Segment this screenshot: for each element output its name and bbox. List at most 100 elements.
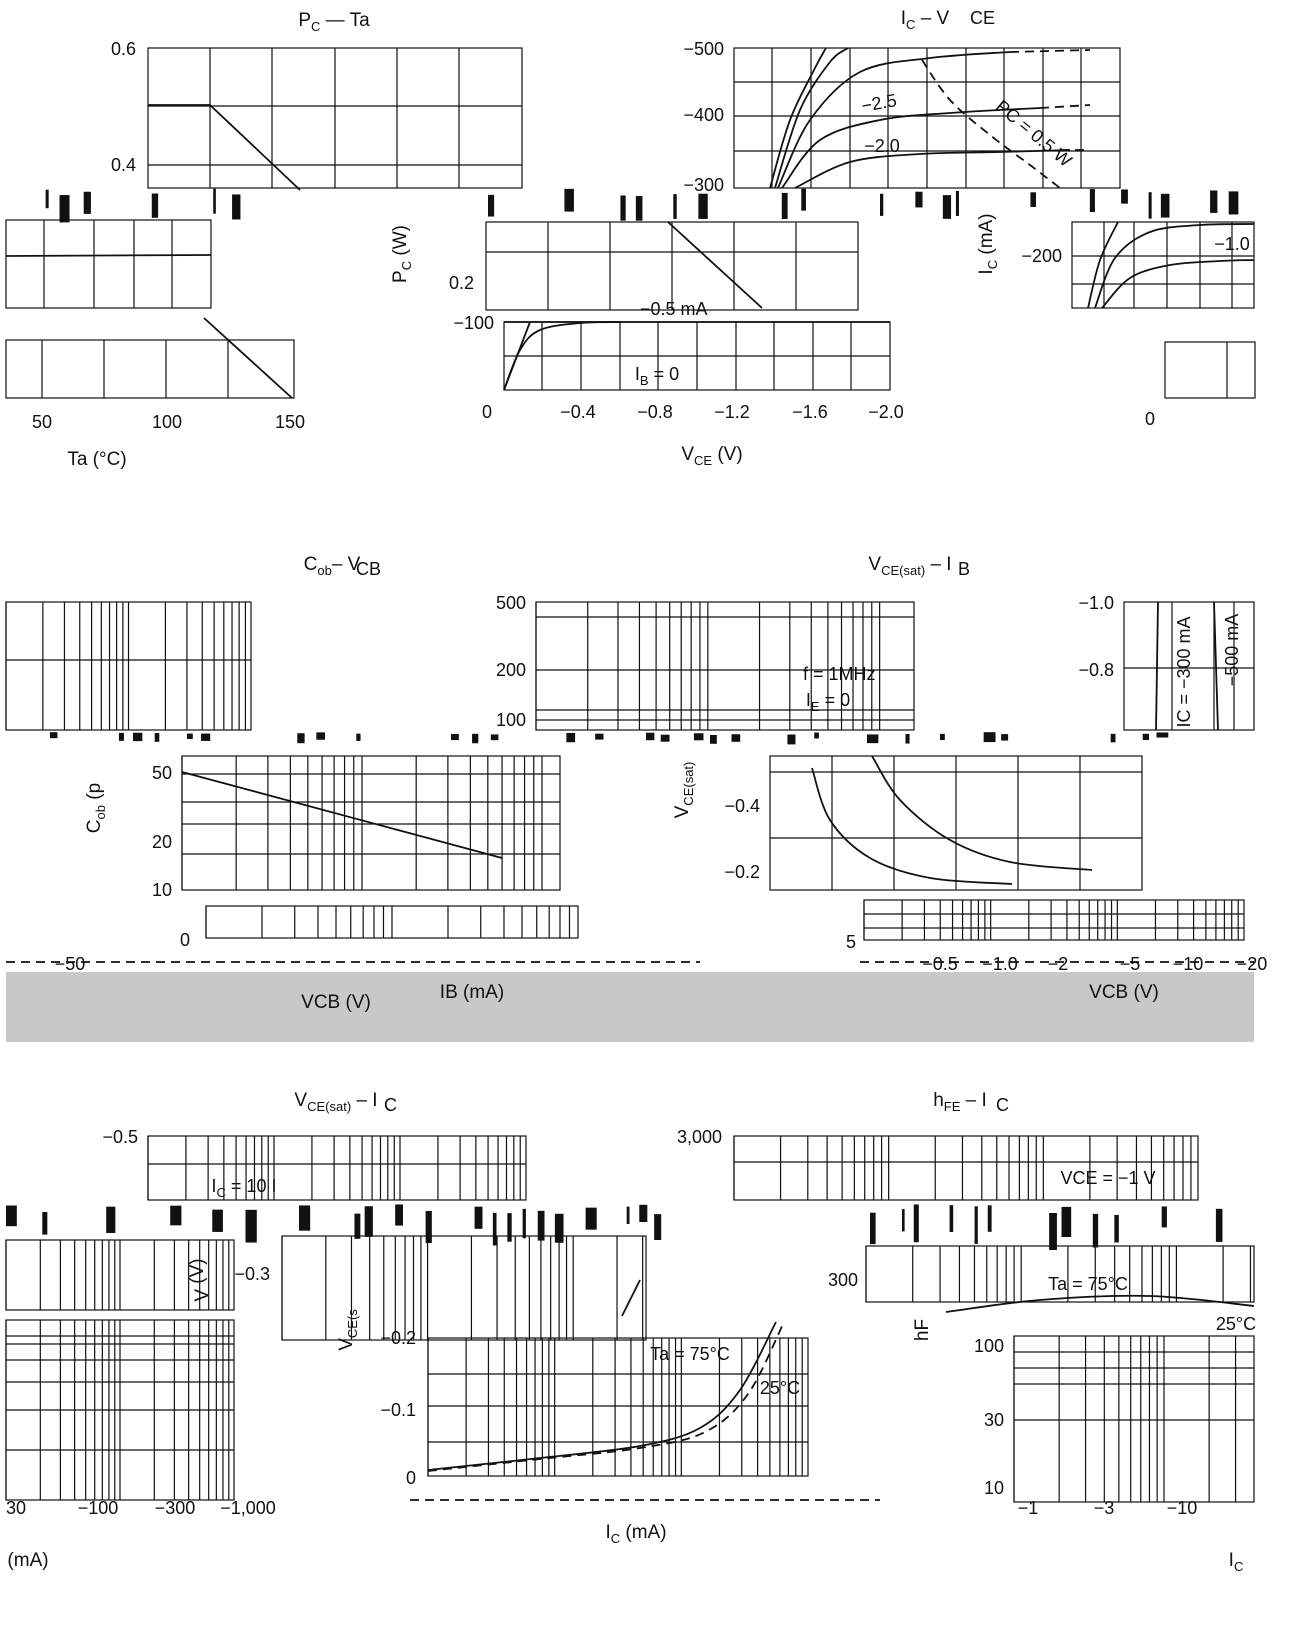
vcesat-ib-curve [1155, 601, 1159, 731]
ic-vce-curve [503, 321, 531, 391]
scan-artifact [939, 733, 945, 741]
scan-artifact [212, 1209, 223, 1232]
scan-artifact [866, 734, 879, 744]
ic-vce-curve-label-ib0: IB = 0 [635, 364, 679, 388]
scan-artifact [507, 1213, 512, 1242]
fragment-frame [1164, 341, 1256, 399]
scan-artifact [154, 733, 160, 742]
hfe-ic-ytick: 300 [828, 1270, 858, 1290]
vcesat-ic-xtick: −300 [155, 1498, 196, 1518]
fragment-xtick: 150 [275, 412, 305, 432]
scan-artifact [474, 1206, 483, 1229]
vcb-xlabel: VCB (V) [1089, 982, 1159, 1003]
vcesat-ib-curve-label: IC = −300 mA [1174, 616, 1194, 727]
pc-ta-ytick: 0.6 [111, 39, 136, 59]
ic-vce-curve-label: −1.0 [1214, 234, 1250, 254]
scan-artifact [245, 1209, 257, 1243]
scan-artifact [639, 1204, 648, 1222]
scan-artifact [660, 734, 670, 742]
scan-artifact [170, 1205, 182, 1226]
vcesat-ib-curve [811, 767, 1013, 885]
cob-vcb-ytick: 500 [496, 593, 526, 613]
cob-vcb-condition: f = 1MHz [803, 664, 876, 684]
ic-vce-xtick: −2.0 [868, 402, 904, 422]
scan-artifact [901, 1209, 905, 1232]
hfe-ic-xtick: −1 [1018, 1498, 1039, 1518]
ic-vce-dashed [1039, 104, 1091, 109]
ic-vce-xlabel: VCE (V) [681, 444, 742, 468]
vcesat-ic-ylabel: VCE(s [336, 1309, 360, 1351]
vcesat-ic-frame-upper [147, 1135, 527, 1201]
scan-artifact [1215, 1208, 1223, 1242]
hfe-ic-curve-75 [945, 1294, 1255, 1313]
cob-vcb-ytick: 10 [152, 880, 172, 900]
scan-artifact [1210, 190, 1218, 213]
scan-artifact [987, 1205, 992, 1232]
ic-vce-curve [1094, 223, 1255, 309]
scan-artifact [566, 732, 576, 743]
vcesat-ib-xlabel: IB (mA) [440, 982, 504, 1003]
vcesat-ic-ytick: −0.2 [380, 1328, 416, 1348]
scan-artifact [554, 1213, 564, 1243]
scan-artifact [1228, 191, 1239, 215]
vcesat-ic-ylabel-fragment: V (V) [187, 1258, 213, 1301]
fragment-series-line [5, 254, 212, 257]
pc-ta-derating-line [148, 104, 301, 191]
scan-artifact [1121, 189, 1128, 204]
scan-artifact [787, 734, 796, 745]
scan-artifact [673, 194, 677, 219]
scan-artifact [1142, 733, 1150, 740]
vcesat-ic-condition: IC = 10 I [212, 1176, 277, 1200]
vcesat-ic-curve [621, 1279, 641, 1317]
scan-artifact [213, 188, 216, 214]
ic-vce-ytick: −200 [1021, 246, 1062, 266]
scan-artifact [492, 1212, 497, 1246]
ic-vce-ylabel: IC (mA) [976, 213, 1000, 274]
scan-artifact [45, 189, 49, 209]
vcesat-ic-curve-label: Ta = 75°C [650, 1344, 730, 1364]
pc-ta-ylabel: PC (W) [390, 225, 414, 283]
scan-artifact [620, 195, 626, 221]
scan-artifact [635, 196, 643, 221]
ic-vce-xtick: −0.4 [560, 402, 596, 422]
hfe-ic-curve-label: Ta = 75°C [1048, 1274, 1128, 1294]
pc-limit-curve [921, 59, 1061, 189]
vcesat-ic-curve-75 [427, 1321, 777, 1471]
vcb-xtick: −20 [1237, 954, 1268, 974]
vcesat-ib-ylabel: VCE(sat) [672, 762, 696, 819]
scan-artifact [654, 1214, 662, 1240]
hfe-ic-ytick: 30 [984, 1410, 1004, 1430]
ic-vce-curve-label: −0.5 mA [640, 299, 708, 319]
scan-artifact [880, 193, 884, 216]
vcb-xtick: −2 [1048, 954, 1069, 974]
vcesat-ic-curve-25 [427, 1321, 785, 1472]
vcesat-ib-frame-upper [1123, 601, 1255, 731]
ic-vce-title: IC – V [901, 8, 950, 32]
scan-artifact [915, 191, 923, 208]
vcesat-ic-xlabel: IC (mA) [605, 1522, 666, 1546]
cob-vcb-series [181, 771, 503, 859]
fragment-series-line [203, 317, 293, 399]
vcb-xtick: −5 [1120, 954, 1141, 974]
ic-vce-xtick: 0 [482, 402, 492, 422]
hfe-ic-xlabel: IC [1229, 1550, 1244, 1574]
vcesat-ib-curve [1213, 601, 1219, 731]
scan-artifact [356, 733, 361, 741]
scan-artifact [801, 188, 806, 211]
scan-artifact [870, 1212, 876, 1245]
scan-artifact [83, 191, 91, 214]
cob-vcb-ytick: 200 [496, 660, 526, 680]
fragment-ytick: 5 [846, 932, 856, 952]
scan-artifact [955, 190, 959, 216]
scan-artifact [395, 1204, 403, 1226]
scan-artifact [132, 732, 143, 742]
scan-artifact [59, 195, 70, 223]
scan-artifact [698, 193, 708, 219]
ic-vce-xtick: −0.8 [637, 402, 673, 422]
ic-vce-curve-label: −2.0 [864, 136, 900, 156]
scan-artifact [645, 732, 655, 741]
ic-vce-curve [774, 47, 849, 189]
scan-artifact [316, 732, 326, 740]
cob-vcb-title: Cob– V [304, 554, 361, 578]
